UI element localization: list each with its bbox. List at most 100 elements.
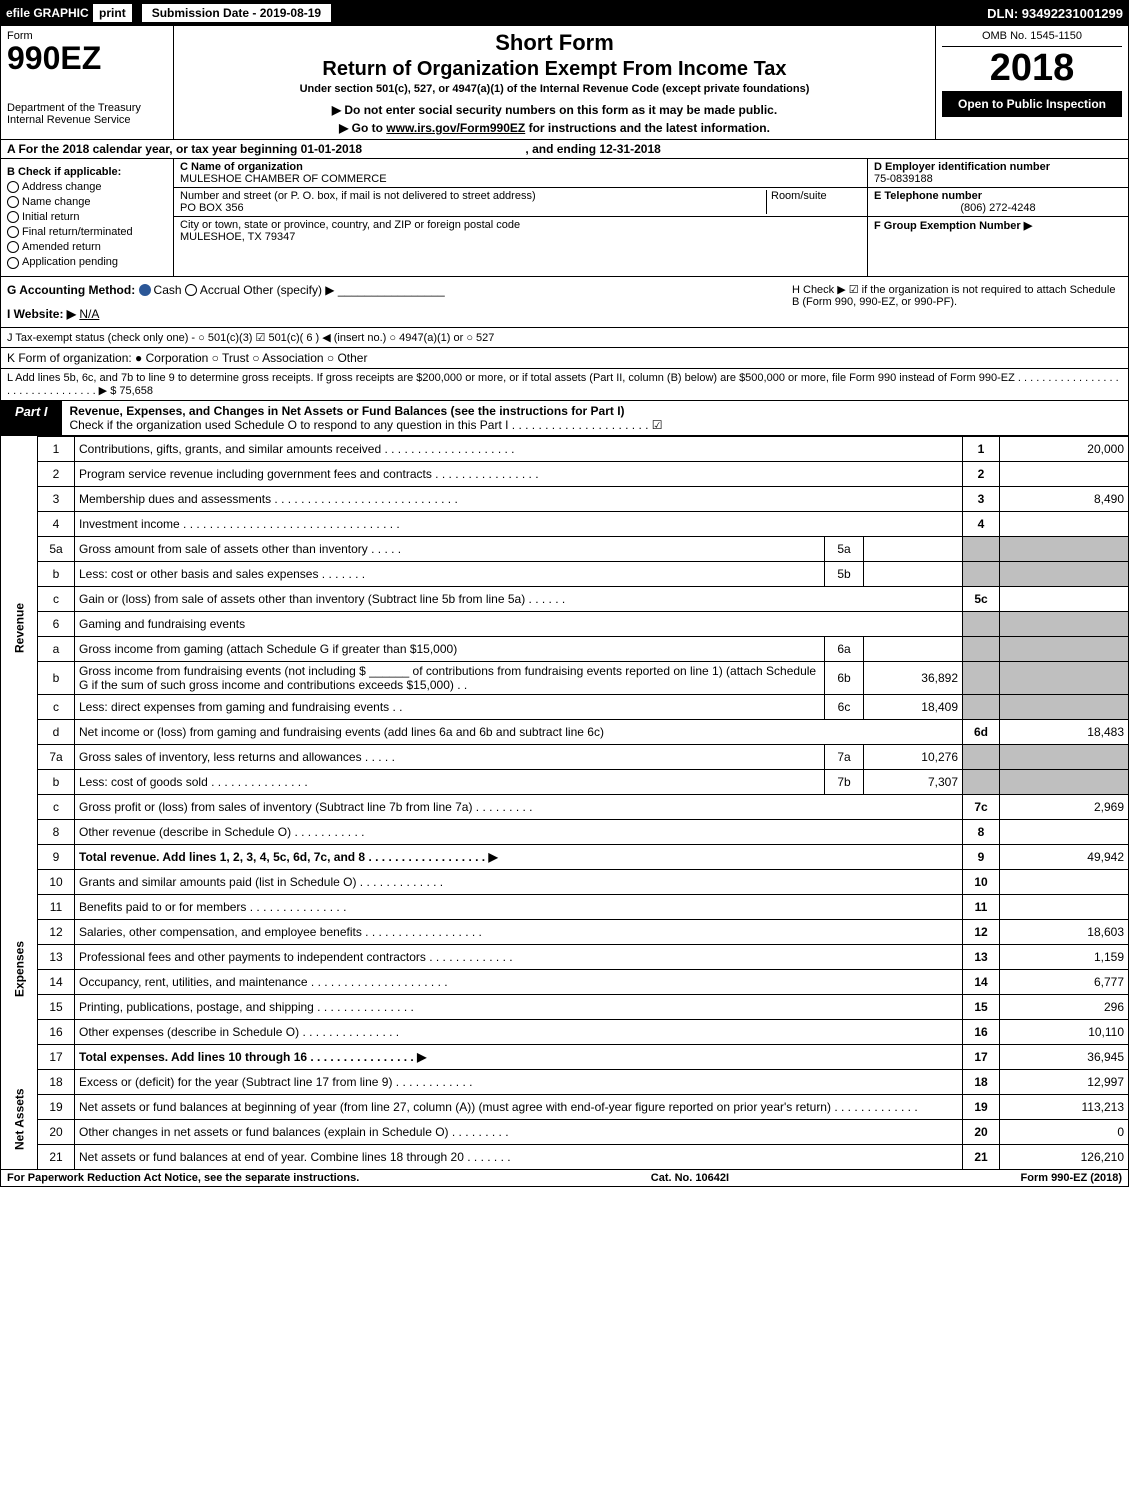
- line-2: 2 Program service revenue including gove…: [1, 461, 1129, 486]
- opt-final-return[interactable]: Final return/terminated: [7, 226, 167, 238]
- form-header: Form 990EZ Department of the Treasury In…: [0, 26, 1129, 140]
- form-number: 990EZ: [7, 42, 167, 74]
- opt-accrual[interactable]: Accrual: [185, 283, 240, 297]
- line-7a: 7a Gross sales of inventory, less return…: [1, 744, 1129, 769]
- line-13: 13 Professional fees and other payments …: [1, 944, 1129, 969]
- line-6b: b Gross income from fundraising events (…: [1, 661, 1129, 694]
- amt-19: 113,213: [1000, 1094, 1129, 1119]
- footer: For Paperwork Reduction Act Notice, see …: [0, 1170, 1129, 1187]
- phone-value: (806) 272-4248: [874, 202, 1122, 214]
- footer-left: For Paperwork Reduction Act Notice, see …: [7, 1172, 359, 1184]
- row-k: K Form of organization: ● Corporation ○ …: [0, 348, 1129, 369]
- line-6d: d Net income or (loss) from gaming and f…: [1, 719, 1129, 744]
- amt-5c: [1000, 586, 1129, 611]
- amt-14: 6,777: [1000, 969, 1129, 994]
- treasury-dept: Department of the Treasury: [7, 102, 167, 114]
- amt-18: 12,997: [1000, 1069, 1129, 1094]
- main-title: Return of Organization Exempt From Incom…: [182, 58, 927, 81]
- amt-12: 18,603: [1000, 919, 1129, 944]
- footer-right: Form 990-EZ (2018): [1021, 1172, 1122, 1184]
- amt-21: 126,210: [1000, 1144, 1129, 1169]
- line-8: 8 Other revenue (describe in Schedule O)…: [1, 819, 1129, 844]
- org-name: MULESHOE CHAMBER OF COMMERCE: [180, 173, 861, 185]
- line-7c: c Gross profit or (loss) from sales of i…: [1, 794, 1129, 819]
- part1-title: Revenue, Expenses, and Changes in Net As…: [62, 401, 1128, 435]
- footer-center: Cat. No. 10642I: [651, 1172, 729, 1184]
- line-12: 12 Salaries, other compensation, and emp…: [1, 919, 1129, 944]
- info-block: B Check if applicable: Address change Na…: [0, 159, 1129, 277]
- period-end: , and ending 12-31-2018: [525, 142, 660, 156]
- section-def: D Employer identification number 75-0839…: [868, 159, 1128, 276]
- tax-year: 2018: [942, 47, 1122, 89]
- mid-6a: [864, 636, 963, 661]
- line-16: 16 Other expenses (describe in Schedule …: [1, 1019, 1129, 1044]
- row-g-h: G Accounting Method: Cash Accrual Other …: [0, 277, 1129, 328]
- opt-name-change[interactable]: Name change: [7, 196, 167, 208]
- row-l: L Add lines 5b, 6c, and 7b to line 9 to …: [0, 369, 1129, 401]
- mid-6c: 18,409: [864, 694, 963, 719]
- line-15: 15 Printing, publications, postage, and …: [1, 994, 1129, 1019]
- d-label: D Employer identification number: [874, 161, 1122, 173]
- expenses-side-label: Expenses: [1, 869, 38, 1069]
- short-form-title: Short Form: [182, 30, 927, 56]
- line-10: Expenses 10 Grants and similar amounts p…: [1, 869, 1129, 894]
- line-17: 17 Total expenses. Add lines 10 through …: [1, 1044, 1129, 1069]
- amt-20: 0: [1000, 1119, 1129, 1144]
- amt-11: [1000, 894, 1129, 919]
- goto-note: ▶ Go to www.irs.gov/Form990EZ for instru…: [182, 121, 927, 135]
- line-18: Net Assets 18 Excess or (deficit) for th…: [1, 1069, 1129, 1094]
- main-table: Revenue 1 Contributions, gifts, grants, …: [0, 436, 1129, 1170]
- irs-link[interactable]: www.irs.gov/Form990EZ: [386, 121, 525, 135]
- header-center: Short Form Return of Organization Exempt…: [174, 26, 936, 139]
- dln-label: DLN: 93492231001299: [987, 6, 1123, 21]
- amt-7c: 2,969: [1000, 794, 1129, 819]
- line-5c: c Gain or (loss) from sale of assets oth…: [1, 586, 1129, 611]
- no-ssn-note: ▶ Do not enter social security numbers o…: [182, 103, 927, 117]
- h-check-note: H Check ▶ ☑ if the organization is not r…: [792, 283, 1122, 321]
- amt-1: 20,000: [1000, 436, 1129, 461]
- line-11: 11 Benefits paid to or for members . . .…: [1, 894, 1129, 919]
- line-7b: b Less: cost of goods sold . . . . . . .…: [1, 769, 1129, 794]
- addr-label: Number and street (or P. O. box, if mail…: [180, 190, 766, 202]
- opt-cash[interactable]: Cash: [139, 283, 182, 297]
- f-label: F Group Exemption Number ▶: [874, 219, 1122, 232]
- c-label: C Name of organization: [180, 161, 861, 173]
- part1-label: Part I: [1, 401, 62, 435]
- opt-other[interactable]: Other (specify) ▶ ________________: [243, 283, 444, 297]
- opt-amended-return[interactable]: Amended return: [7, 241, 167, 253]
- top-bar: efile GRAPHIC print Submission Date - 20…: [0, 0, 1129, 26]
- amt-16: 10,110: [1000, 1019, 1129, 1044]
- room-suite-label: Room/suite: [766, 190, 861, 214]
- submission-date: Submission Date - 2019-08-19: [141, 3, 332, 23]
- mid-7a: 10,276: [864, 744, 963, 769]
- header-left: Form 990EZ Department of the Treasury In…: [1, 26, 174, 139]
- amt-4: [1000, 511, 1129, 536]
- mid-6b: 36,892: [864, 661, 963, 694]
- amt-10: [1000, 869, 1129, 894]
- line-9: 9 Total revenue. Add lines 1, 2, 3, 4, 5…: [1, 844, 1129, 869]
- section-b-label: B Check if applicable:: [7, 166, 167, 178]
- e-label: E Telephone number: [874, 190, 1122, 202]
- website-value: N/A: [79, 307, 99, 321]
- line-1: Revenue 1 Contributions, gifts, grants, …: [1, 436, 1129, 461]
- print-button[interactable]: print: [92, 3, 133, 23]
- part1-check: Check if the organization used Schedule …: [70, 418, 663, 432]
- opt-address-change[interactable]: Address change: [7, 181, 167, 193]
- line-21: 21 Net assets or fund balances at end of…: [1, 1144, 1129, 1169]
- opt-initial-return[interactable]: Initial return: [7, 211, 167, 223]
- revenue-side-label: Revenue: [1, 436, 38, 819]
- amt-3: 8,490: [1000, 486, 1129, 511]
- part1-header: Part I Revenue, Expenses, and Changes in…: [0, 401, 1129, 436]
- efile-label: efile GRAPHIC: [6, 6, 89, 20]
- opt-application-pending[interactable]: Application pending: [7, 256, 167, 268]
- period-row: A For the 2018 calendar year, or tax yea…: [0, 140, 1129, 159]
- line-6a: a Gross income from gaming (attach Sched…: [1, 636, 1129, 661]
- mid-7b: 7,307: [864, 769, 963, 794]
- subtitle: Under section 501(c), 527, or 4947(a)(1)…: [182, 83, 927, 95]
- amt-13: 1,159: [1000, 944, 1129, 969]
- line-14: 14 Occupancy, rent, utilities, and maint…: [1, 969, 1129, 994]
- line-19: 19 Net assets or fund balances at beginn…: [1, 1094, 1129, 1119]
- amt-9: 49,942: [1000, 844, 1129, 869]
- ein-value: 75-0839188: [874, 173, 1122, 185]
- section-b: B Check if applicable: Address change Na…: [1, 159, 174, 276]
